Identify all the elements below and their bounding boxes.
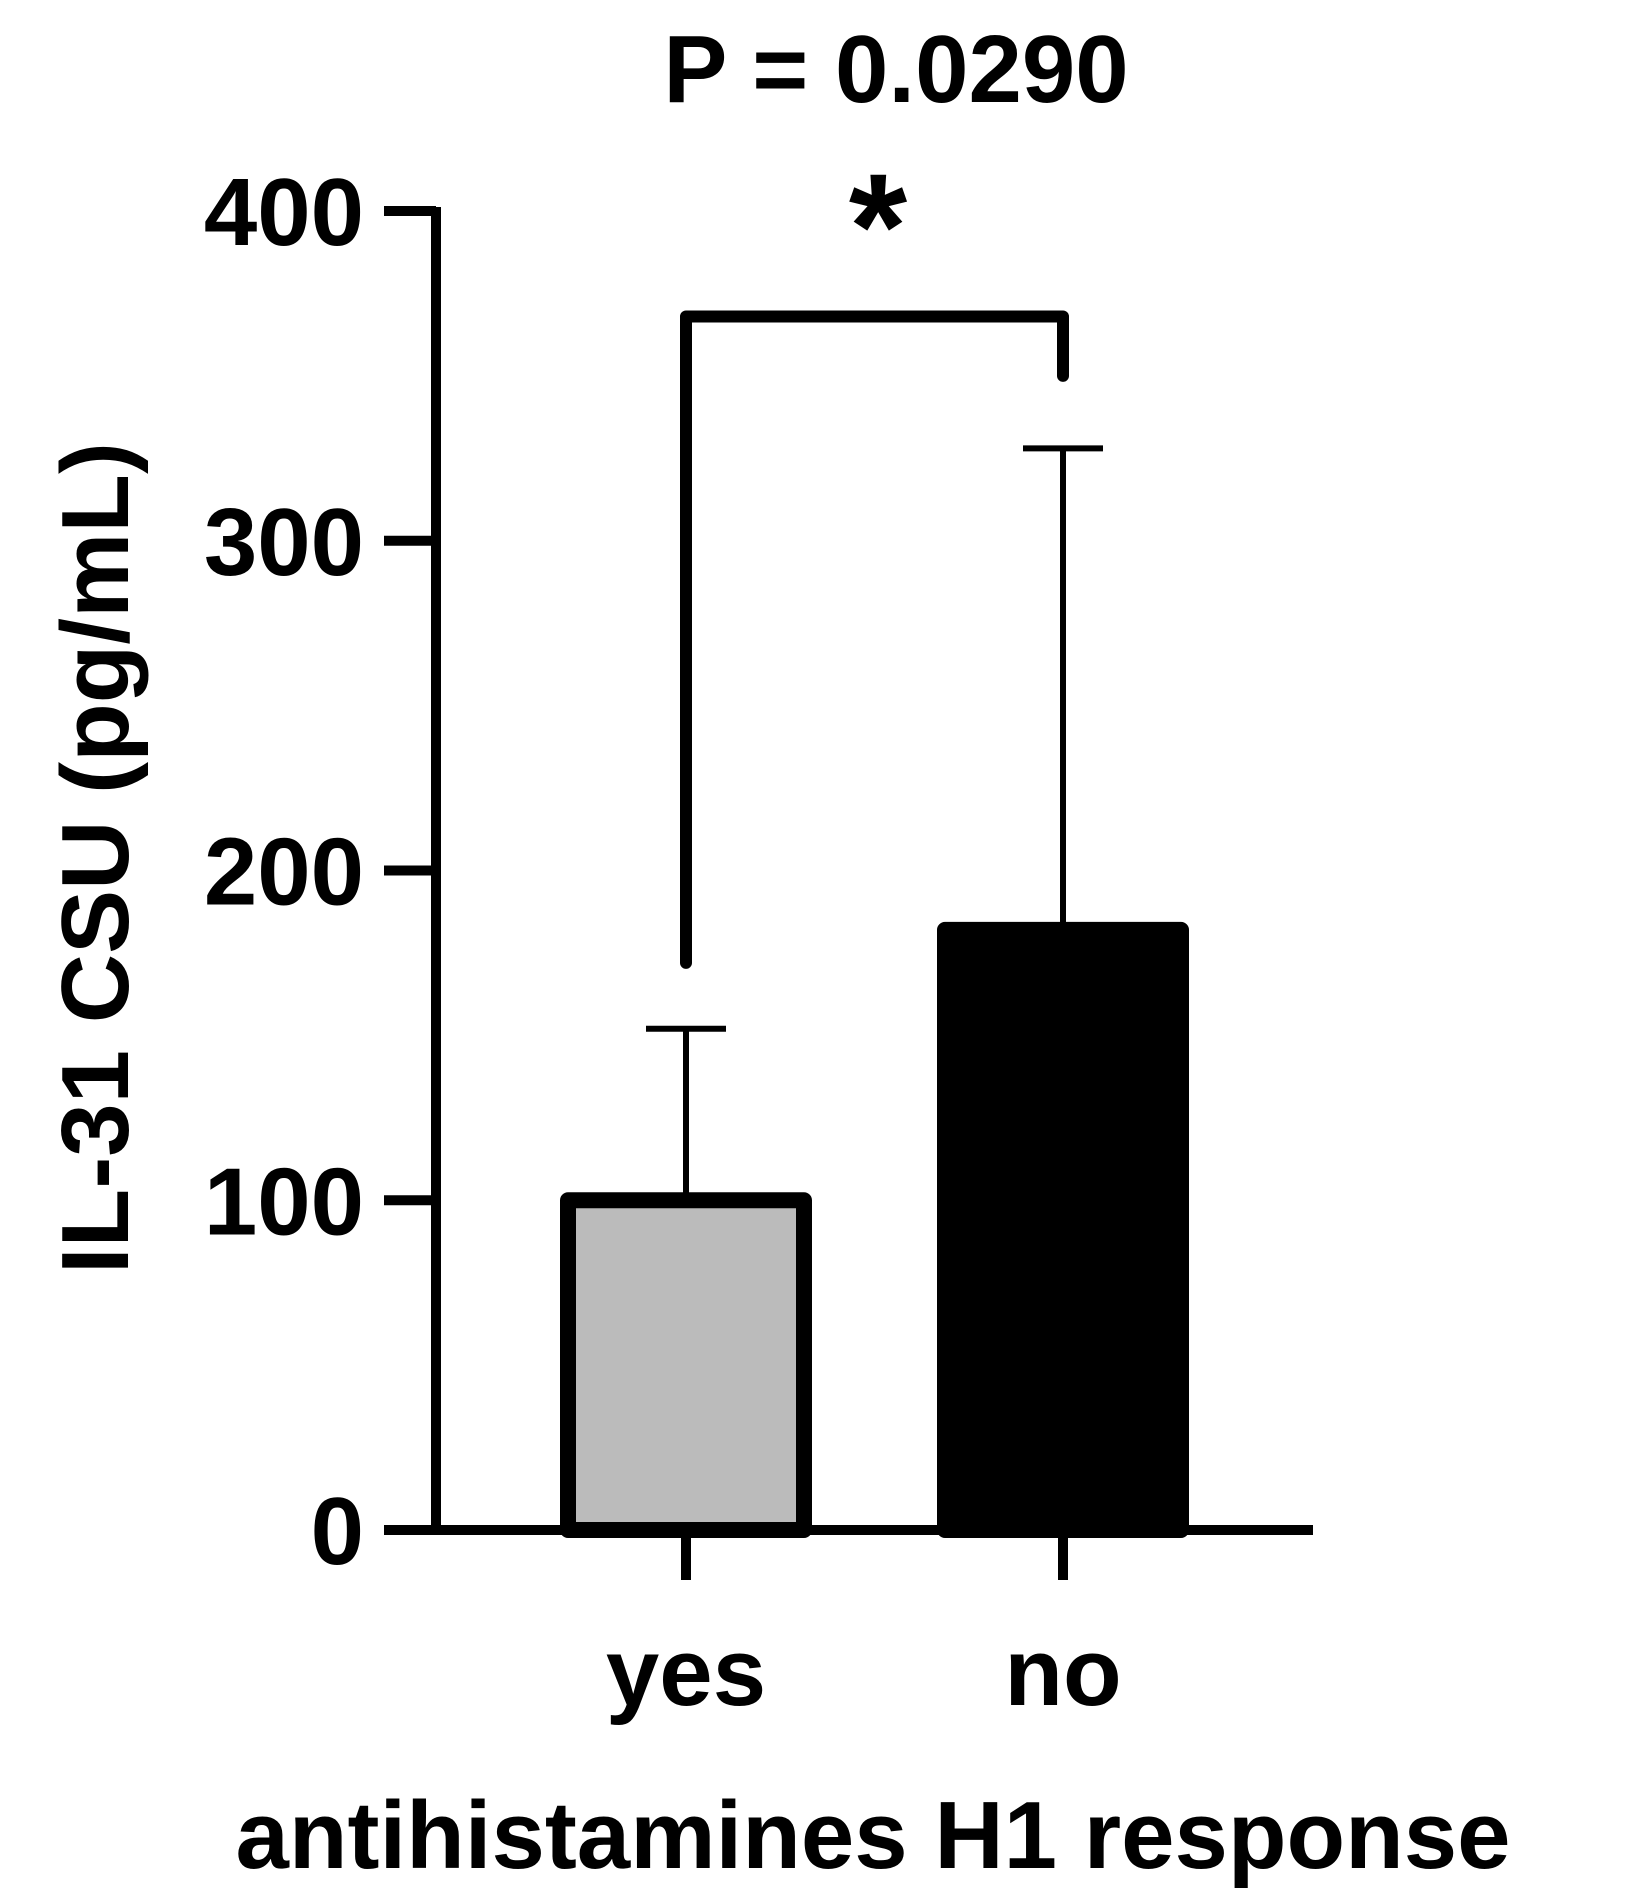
y-tick-label-200: 200: [204, 819, 364, 926]
bar-no: [937, 921, 1189, 1538]
x-axis-label: antihistamines H1 response: [235, 1782, 1510, 1889]
significance-marker: *: [849, 142, 908, 310]
y-tick-label-100: 100: [204, 1148, 364, 1255]
significance-bracket: [680, 310, 1069, 969]
x-tick-label-yes: yes: [606, 1619, 766, 1726]
y-tick-label-0: 0: [311, 1478, 364, 1585]
bar-yes: [560, 1192, 812, 1538]
x-tick-label-no: no: [1004, 1619, 1121, 1726]
chart-title: P = 0.0290: [663, 16, 1128, 123]
y-tick-label-400: 400: [204, 159, 364, 266]
y-tick-label-300: 300: [204, 489, 364, 596]
y-axis-label: IL-31 CSU (pg/mL): [42, 442, 149, 1274]
